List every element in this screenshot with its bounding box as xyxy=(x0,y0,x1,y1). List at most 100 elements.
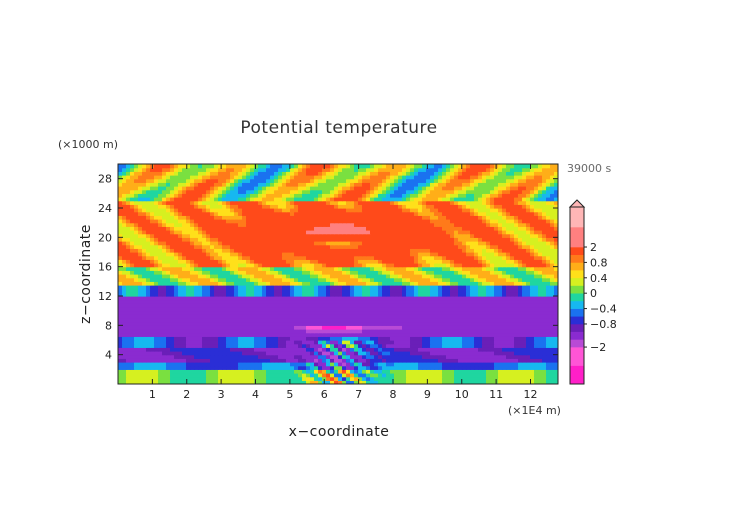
heatmap-cell xyxy=(190,318,195,323)
heatmap-cell xyxy=(226,358,231,363)
heatmap-cell xyxy=(506,255,511,260)
heatmap-cell xyxy=(194,226,199,231)
heatmap-cell xyxy=(238,347,243,352)
heatmap-cell xyxy=(542,329,547,334)
heatmap-cell xyxy=(538,376,543,381)
heatmap-cell xyxy=(242,288,247,293)
heatmap-cell xyxy=(374,270,379,275)
heatmap-cell xyxy=(434,226,439,231)
heatmap-cell xyxy=(186,325,191,330)
heatmap-cell xyxy=(350,233,355,238)
heatmap-cell xyxy=(490,255,495,260)
heatmap-cell xyxy=(418,362,423,367)
heatmap-cell xyxy=(474,325,479,330)
heatmap-cell xyxy=(446,252,451,257)
heatmap-cell xyxy=(522,369,527,374)
heatmap-cell xyxy=(506,347,511,352)
heatmap-cell xyxy=(538,325,543,330)
heatmap-cell xyxy=(514,380,519,384)
heatmap-cell xyxy=(186,343,191,348)
heatmap-cell xyxy=(394,230,399,235)
heatmap-cell xyxy=(342,292,347,297)
heatmap-cell xyxy=(410,351,415,356)
heatmap-cell xyxy=(446,318,451,323)
heatmap-cell xyxy=(134,303,139,308)
heatmap-cell xyxy=(222,340,227,345)
heatmap-cell xyxy=(158,336,163,341)
heatmap-cell xyxy=(238,362,243,367)
heatmap-cell xyxy=(350,299,355,304)
heatmap-cell xyxy=(282,248,287,253)
heatmap-cell xyxy=(150,336,155,341)
heatmap-cell xyxy=(522,233,527,238)
heatmap-cell xyxy=(242,343,247,348)
heatmap-cell xyxy=(222,303,227,308)
heatmap-cell xyxy=(346,347,351,352)
heatmap-cell xyxy=(402,373,407,378)
heatmap-cell xyxy=(402,285,407,290)
heatmap-cell xyxy=(322,237,327,242)
heatmap-cell xyxy=(554,332,558,337)
heatmap-cell xyxy=(282,266,287,271)
heatmap-cell xyxy=(274,252,279,257)
heatmap-cell xyxy=(274,248,279,253)
heatmap-cell xyxy=(162,380,167,384)
heatmap-cell xyxy=(150,288,155,293)
heatmap-cell xyxy=(174,347,179,352)
heatmap-cell xyxy=(442,252,447,257)
heatmap-cell xyxy=(346,226,351,231)
heatmap-cell xyxy=(274,332,279,337)
heatmap-cell xyxy=(234,329,239,334)
heatmap-cell xyxy=(514,270,519,275)
heatmap-cell xyxy=(506,270,511,275)
heatmap-cell xyxy=(266,343,271,348)
heatmap-cell xyxy=(290,318,295,323)
heatmap-cell xyxy=(342,259,347,264)
heatmap-cell xyxy=(278,248,283,253)
heatmap-cell xyxy=(466,219,471,224)
heatmap-cell xyxy=(262,292,267,297)
heatmap-cell xyxy=(254,336,259,341)
heatmap-cell xyxy=(370,259,375,264)
heatmap-cell xyxy=(434,292,439,297)
heatmap-cell xyxy=(214,358,219,363)
heatmap-cell xyxy=(542,255,547,260)
heatmap-cell xyxy=(498,296,503,301)
heatmap-cell xyxy=(530,259,535,264)
heatmap-cell xyxy=(502,347,507,352)
heatmap-cell xyxy=(354,318,359,323)
heatmap-cell xyxy=(546,241,551,246)
heatmap-cell xyxy=(386,259,391,264)
heatmap-cell xyxy=(194,376,199,381)
heatmap-cell xyxy=(314,259,319,264)
heatmap-cell xyxy=(410,226,415,231)
heatmap-cell xyxy=(438,281,443,286)
heatmap-cell xyxy=(554,303,558,308)
heatmap-cell xyxy=(186,314,191,319)
heatmap-cell xyxy=(266,380,271,384)
heatmap-cell xyxy=(370,343,375,348)
heatmap-cell xyxy=(370,285,375,290)
heatmap-cell xyxy=(454,329,459,334)
heatmap-cell xyxy=(262,255,267,260)
heatmap-cell xyxy=(166,310,171,315)
heatmap-cell xyxy=(458,325,463,330)
heatmap-cell xyxy=(130,376,135,381)
heatmap-cell xyxy=(298,347,303,352)
heatmap-cell xyxy=(462,266,467,271)
heatmap-cell xyxy=(158,241,163,246)
heatmap-cell xyxy=(466,321,471,326)
heatmap-cell xyxy=(498,303,503,308)
heatmap-cell xyxy=(326,336,331,341)
heatmap-cell xyxy=(390,233,395,238)
heatmap-cell xyxy=(198,310,203,315)
heatmap-cell xyxy=(466,373,471,378)
heatmap-cell xyxy=(402,244,407,249)
heatmap-cell xyxy=(462,237,467,242)
heatmap-cell xyxy=(206,351,211,356)
heatmap-cell xyxy=(226,292,231,297)
heatmap-cell xyxy=(434,325,439,330)
heatmap-cell xyxy=(290,358,295,363)
heatmap-cell xyxy=(414,362,419,367)
heatmap-cell xyxy=(294,285,299,290)
